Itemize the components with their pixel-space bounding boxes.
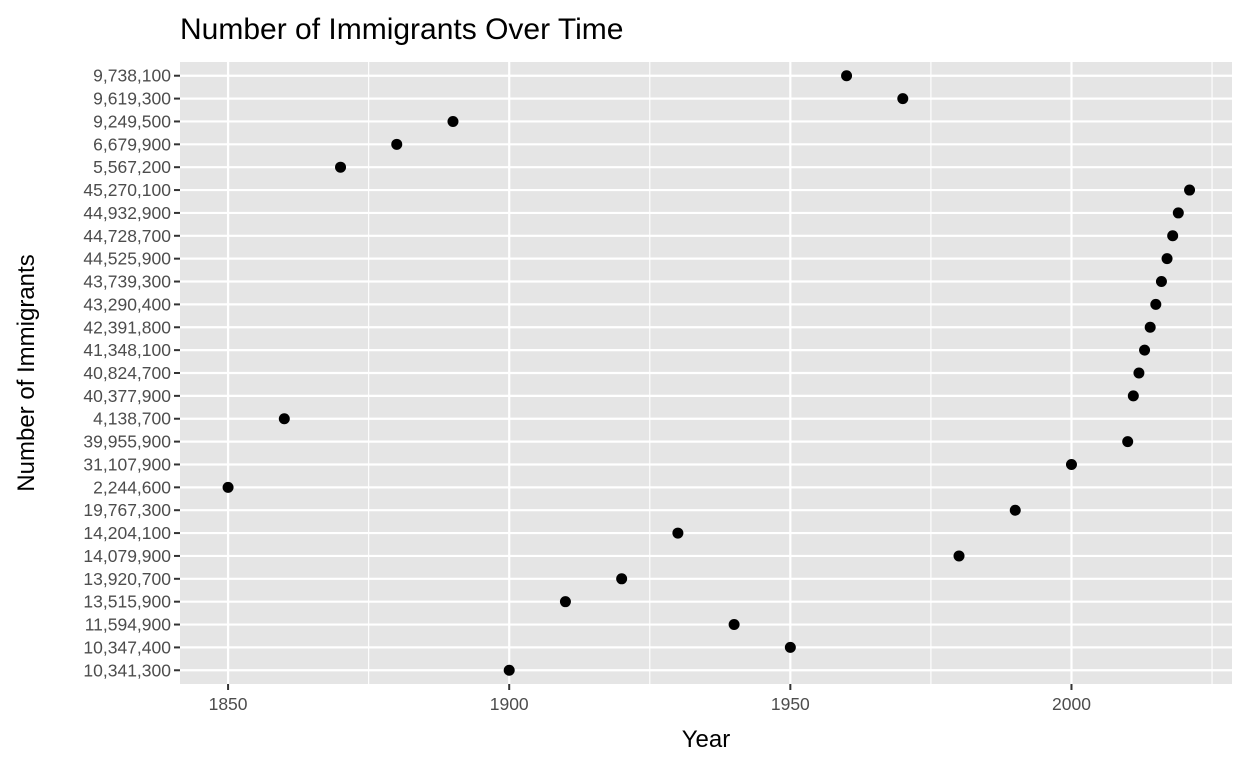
y-tick-label: 42,391,800 [83, 317, 171, 337]
data-point [1009, 504, 1021, 516]
data-point [897, 93, 909, 105]
y-tick-label: 43,739,300 [83, 272, 171, 292]
x-axis-title: Year [682, 726, 731, 753]
data-point [1172, 207, 1184, 219]
x-tick-label: 1900 [490, 694, 529, 714]
x-tick-label: 1850 [209, 694, 248, 714]
y-axis-title: Number of Immigrants [13, 254, 40, 491]
data-point [503, 664, 515, 676]
y-tick-label: 31,107,900 [83, 454, 171, 474]
y-tick-label: 11,594,900 [85, 615, 172, 635]
data-point [1167, 230, 1179, 242]
data-point [784, 641, 796, 653]
data-point [1150, 298, 1162, 310]
y-tick-label: 14,079,900 [83, 546, 171, 566]
data-point [1127, 390, 1139, 402]
data-point [1144, 321, 1156, 333]
y-tick-label: 39,955,900 [83, 432, 171, 452]
y-tick-label: 44,525,900 [83, 249, 171, 269]
data-point [278, 413, 290, 425]
y-tick-label: 9,249,500 [93, 111, 171, 131]
data-point [1133, 367, 1145, 379]
data-point [447, 115, 459, 127]
y-tick-label: 14,204,100 [83, 523, 171, 543]
data-point [1122, 436, 1134, 448]
data-point [672, 527, 684, 539]
y-tick-label: 5,567,200 [93, 157, 171, 177]
y-tick-label: 45,270,100 [83, 180, 171, 200]
y-tick-label: 13,515,900 [83, 592, 171, 612]
y-tick-label: 44,728,700 [83, 226, 171, 246]
data-point [1065, 458, 1077, 470]
y-tick-label: 40,377,900 [83, 386, 171, 406]
y-tick-label: 6,679,900 [93, 134, 171, 154]
x-tick-label: 1950 [771, 694, 810, 714]
y-tick-label: 41,348,100 [83, 340, 171, 360]
y-tick-label: 19,767,300 [83, 500, 171, 520]
y-tick-label: 13,920,700 [83, 569, 171, 589]
data-point [559, 596, 571, 608]
data-point [222, 481, 234, 493]
axis-ticks: 1850 1900 1950 2000 10,341,300 10,347,40011,5… [83, 66, 1091, 714]
data-point [953, 550, 965, 562]
data-point [1139, 344, 1151, 356]
x-tick-label: 2000 [1052, 694, 1091, 714]
y-tick-label: 4,138,700 [93, 409, 171, 429]
data-points [222, 70, 1196, 676]
y-tick-label: 44,932,900 [83, 203, 171, 223]
chart-title: Number of Immigrants Over Time [180, 13, 623, 46]
data-point [335, 161, 347, 173]
y-tick-label: 10,347,400 [83, 637, 171, 657]
data-point [1155, 276, 1167, 288]
y-tick-label: 40,824,700 [83, 363, 171, 383]
y-tick-label: 10,341,300 [83, 660, 171, 680]
y-tick-label: 43,290,400 [83, 294, 171, 314]
data-point [841, 70, 853, 82]
grid-lines [180, 62, 1232, 684]
y-tick-label: 2,244,600 [93, 477, 171, 497]
data-point [391, 138, 403, 150]
data-point [1161, 253, 1173, 265]
data-point [728, 619, 740, 631]
y-tick-label: 9,738,100 [93, 66, 171, 86]
data-point [616, 573, 628, 585]
y-tick-label: 9,619,300 [93, 89, 171, 109]
data-point [1184, 184, 1196, 196]
